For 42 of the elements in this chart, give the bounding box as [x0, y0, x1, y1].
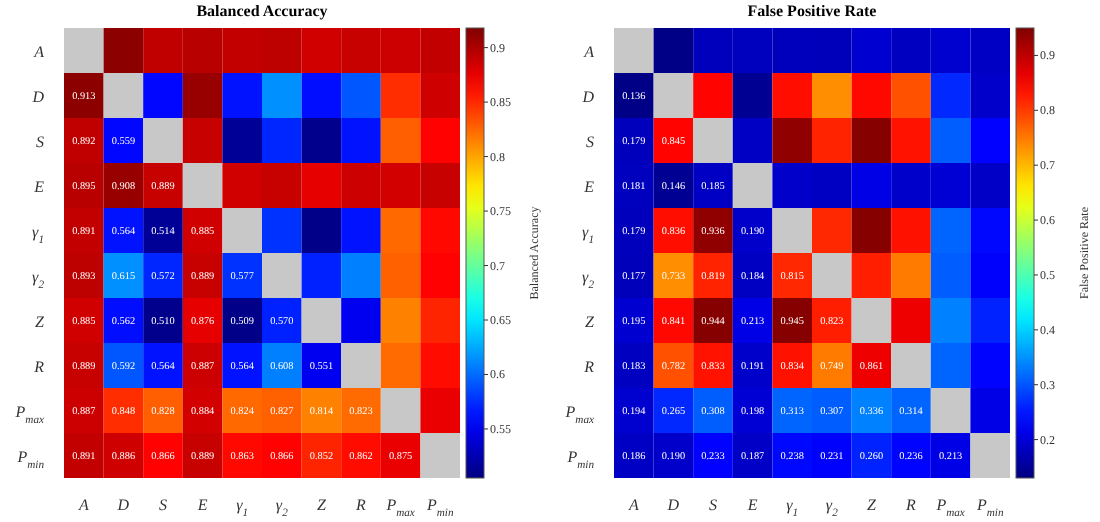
- y-tick-label: R: [32, 357, 45, 376]
- x-tick-label: P$_{max}$: [384, 496, 416, 520]
- y-tick-label: P$_{min}$: [15, 447, 45, 472]
- chart-title: Balanced Accuracy: [194, 0, 330, 24]
- x-tick-label: E: [745, 496, 758, 514]
- x-tick-label: D: [115, 496, 130, 514]
- y-tick-label: A: [582, 42, 595, 61]
- y-tick-label: D: [580, 87, 595, 106]
- x-tick-label: S: [709, 496, 717, 514]
- y-tick-label: P$_{max}$: [13, 402, 46, 427]
- y-tick-label: S: [36, 132, 44, 151]
- y-tick-label: E: [582, 177, 595, 196]
- x-tick-label: γ$_{1}$: [236, 496, 249, 520]
- y-tick-label: A: [32, 42, 45, 61]
- y-tick-label: R: [582, 357, 595, 376]
- x-tick-label: R: [354, 496, 367, 514]
- x-tick-label: A: [76, 496, 89, 514]
- x-tick-label: γ$_{1}$: [786, 496, 799, 520]
- y-tick-label: D: [30, 87, 45, 106]
- chart-title: False Positive Rate: [745, 0, 879, 24]
- x-tick-label: S: [159, 496, 167, 514]
- x-tick-label: P$_{max}$: [934, 496, 966, 520]
- x-tick-label: D: [665, 496, 680, 514]
- y-tick-label: γ$_{1}$: [32, 222, 45, 247]
- x-tick-label: γ$_{2}$: [275, 496, 289, 520]
- x-tick-label: γ$_{2}$: [825, 496, 839, 520]
- y-tick-label: γ$_{1}$: [582, 222, 595, 247]
- y-tick-label: Z: [585, 312, 596, 331]
- y-tick-label: P$_{max}$: [563, 402, 596, 427]
- x-tick-label: R: [904, 496, 917, 514]
- y-tick-label: S: [586, 132, 594, 151]
- x-tick-label: A: [626, 496, 639, 514]
- y-tick-label: P$_{min}$: [565, 447, 595, 472]
- y-tick-label: γ$_{2}$: [32, 267, 45, 292]
- x-tick-label: Z: [316, 496, 327, 514]
- x-tick-label: P$_{min}$: [424, 496, 454, 520]
- y-tick-label: E: [32, 177, 45, 196]
- y-tick-label: γ$_{2}$: [582, 267, 595, 292]
- x-tick-label: Z: [866, 496, 877, 514]
- x-tick-label: E: [195, 496, 208, 514]
- x-tick-label: P$_{min}$: [974, 496, 1004, 520]
- y-tick-label: Z: [35, 312, 46, 331]
